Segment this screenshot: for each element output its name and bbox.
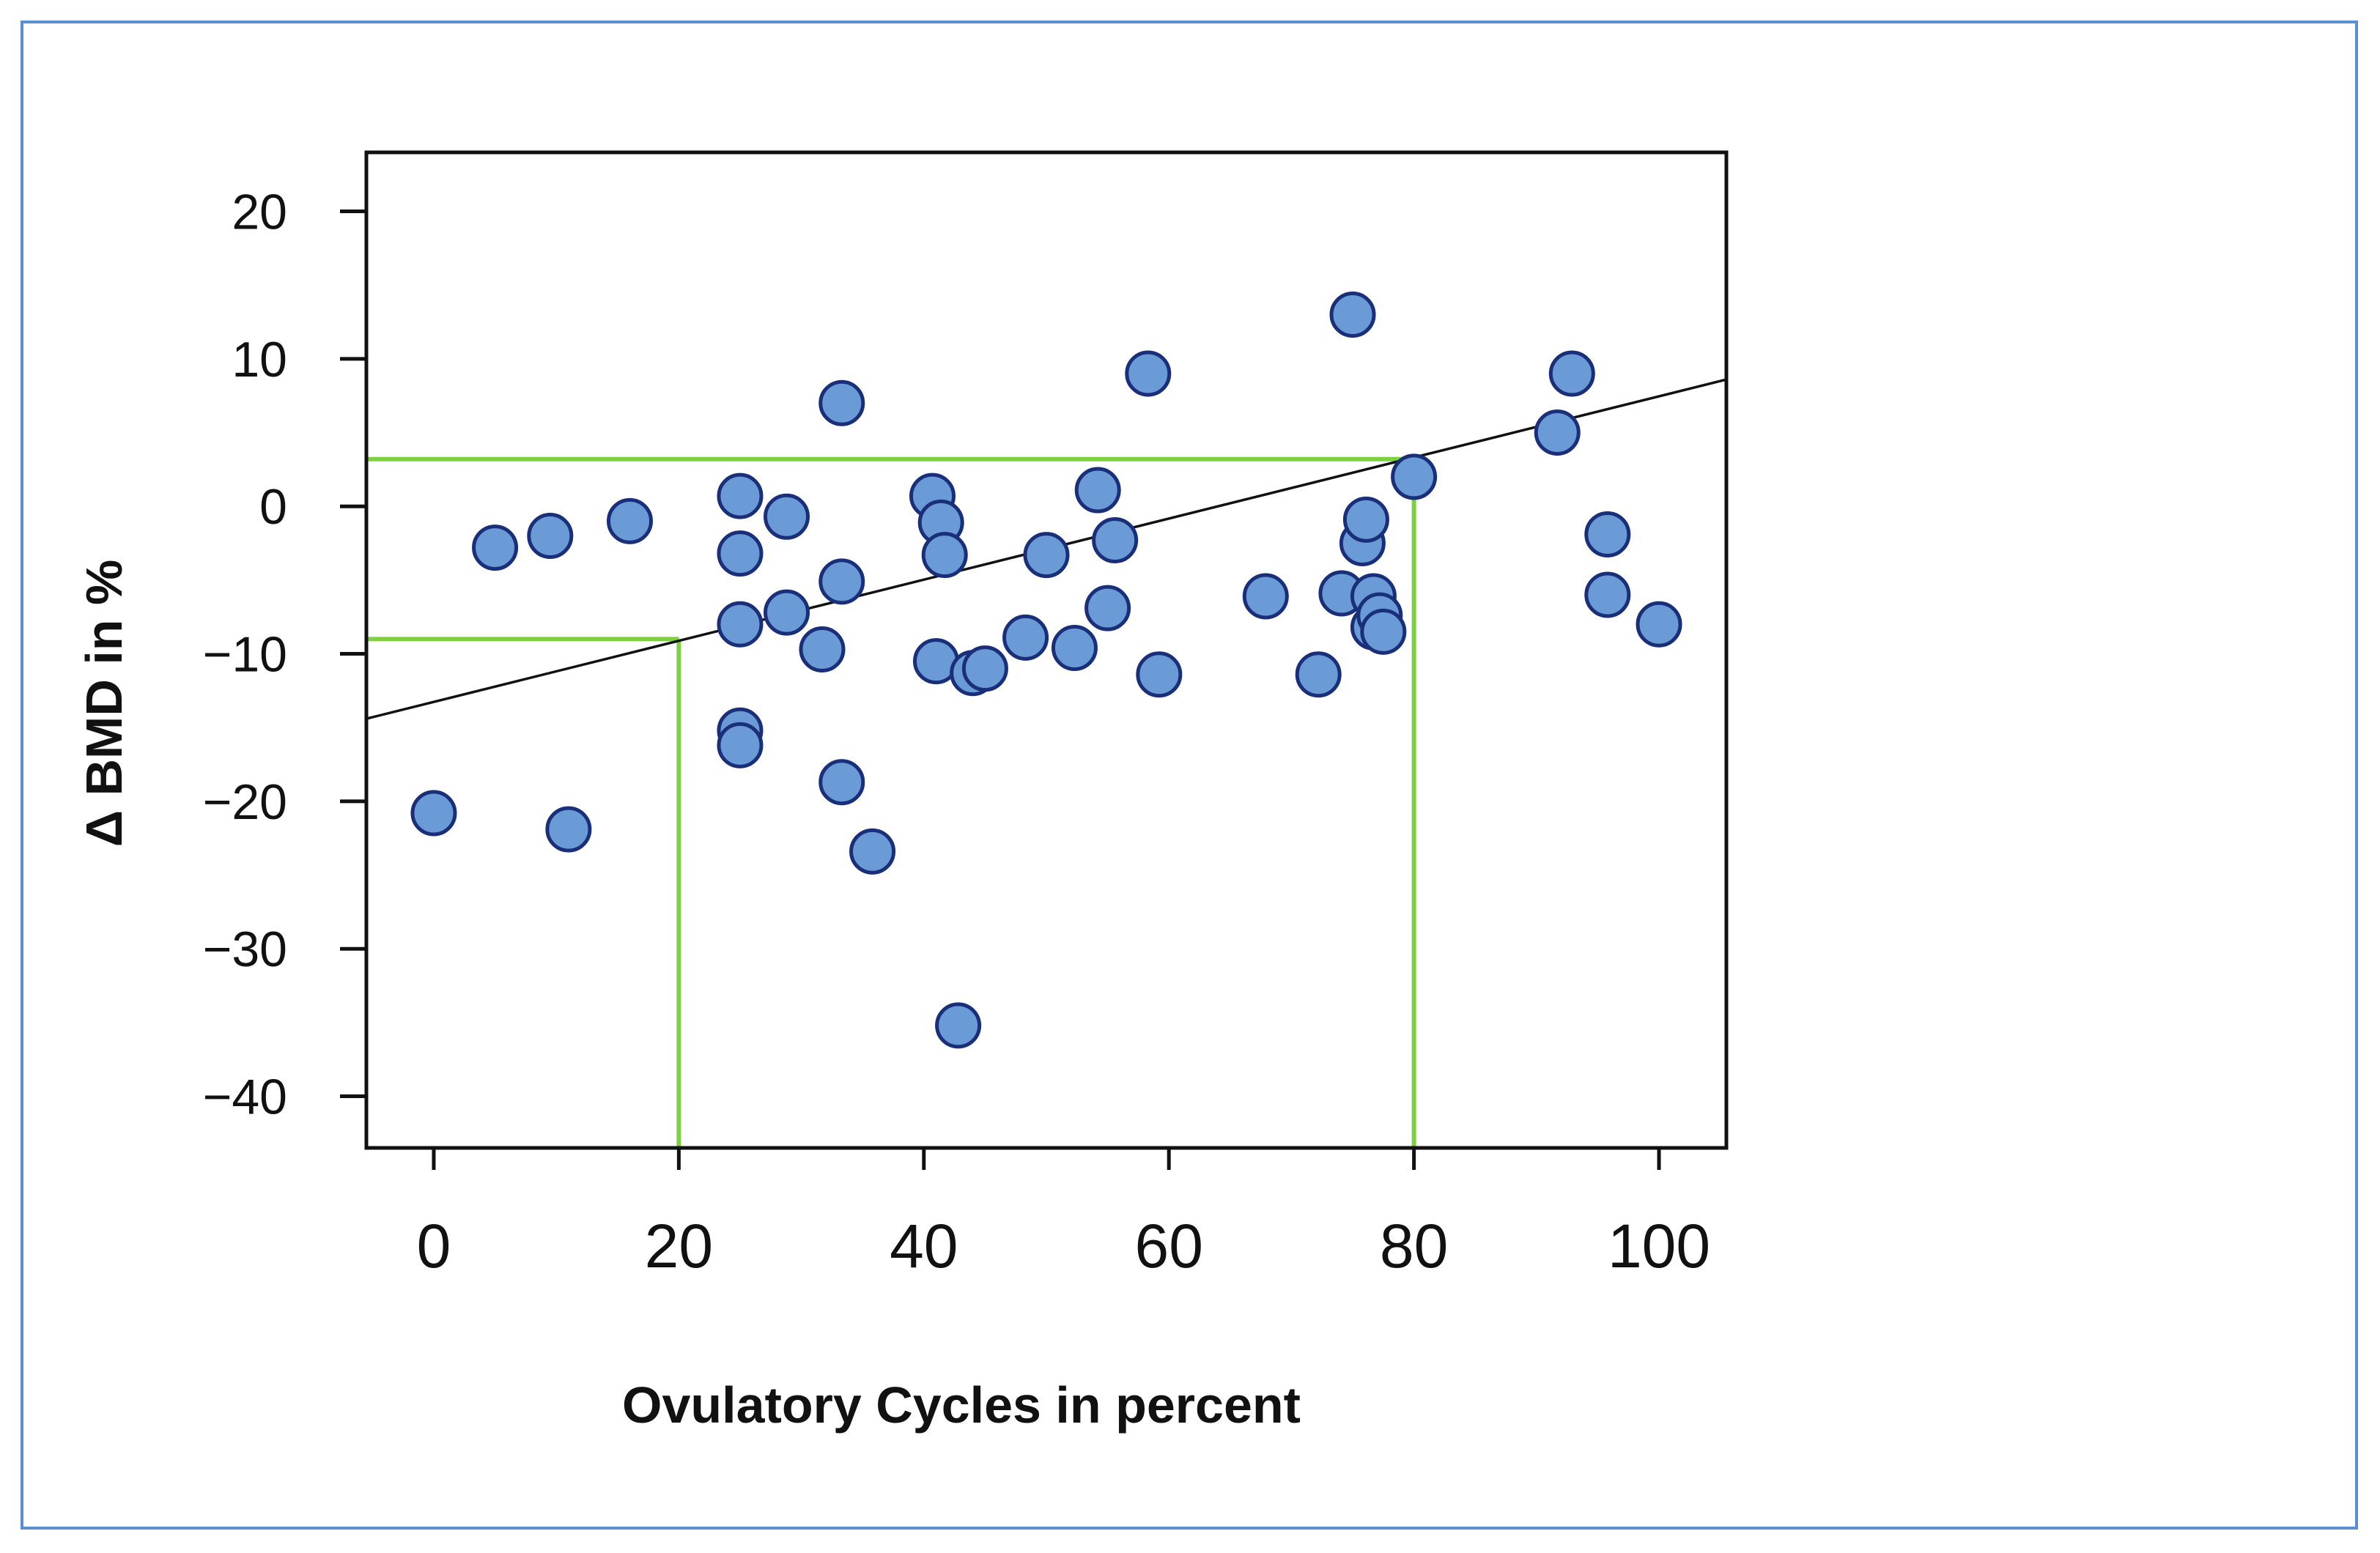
data-point	[1534, 409, 1581, 456]
x-tick-label: 20	[645, 1212, 713, 1280]
plot-area-border	[364, 150, 1729, 1150]
data-point	[717, 472, 764, 519]
data-point	[1391, 453, 1438, 500]
data-point	[1636, 601, 1682, 648]
data-point	[921, 532, 968, 579]
data-point	[1023, 532, 1070, 579]
y-tick-label: −40	[203, 1070, 287, 1125]
y-axis: 20 10 0 −10 −20 −30 −40	[203, 185, 366, 1125]
data-point	[818, 558, 865, 605]
data-point	[1125, 350, 1172, 397]
data-point	[1242, 573, 1289, 620]
data-point	[1051, 624, 1098, 671]
x-axis: 0 20 40 60 80 100	[417, 1148, 1710, 1280]
data-point	[1548, 350, 1595, 397]
data-point	[545, 806, 592, 853]
figure-frame	[21, 21, 2358, 1530]
data-point	[799, 626, 846, 672]
data-point	[1074, 467, 1121, 514]
data-points	[410, 291, 1682, 1049]
data-point	[472, 525, 519, 571]
y-tick-label: −20	[203, 774, 287, 830]
data-point	[1084, 585, 1131, 631]
data-point	[764, 589, 810, 636]
y-tick-label: 10	[232, 332, 287, 388]
data-point	[606, 497, 653, 544]
data-point	[1002, 614, 1049, 661]
y-tick-label: 20	[232, 185, 287, 240]
data-point	[1360, 608, 1407, 655]
x-tick-label: 60	[1134, 1212, 1202, 1280]
data-point	[1295, 651, 1342, 698]
x-axis-title: Ovulatory Cycles in percent	[622, 1376, 1301, 1434]
data-point	[1584, 511, 1631, 557]
data-point	[849, 828, 896, 875]
x-tick-label: 0	[417, 1212, 451, 1280]
x-tick-label: 100	[1608, 1212, 1710, 1280]
data-point	[1584, 571, 1631, 618]
data-point	[717, 530, 764, 577]
data-point	[1092, 517, 1139, 564]
y-tick-label: 0	[259, 479, 287, 535]
x-tick-label: 80	[1380, 1212, 1448, 1280]
reference-lines	[366, 456, 1416, 1148]
data-point	[818, 379, 865, 426]
data-point	[717, 722, 764, 768]
data-point	[764, 493, 810, 540]
data-point	[1342, 496, 1389, 543]
y-axis-title: Δ BMD in %	[75, 560, 133, 848]
data-point	[527, 512, 574, 559]
x-tick-label: 40	[890, 1212, 958, 1280]
data-point	[1136, 651, 1183, 698]
data-point	[717, 601, 764, 648]
data-point	[1329, 291, 1376, 338]
data-point	[961, 645, 1008, 692]
data-point	[410, 790, 457, 837]
y-tick-label: −30	[203, 922, 287, 977]
data-point	[818, 759, 865, 806]
y-tick-label: −10	[203, 627, 287, 683]
data-point	[935, 1002, 982, 1049]
